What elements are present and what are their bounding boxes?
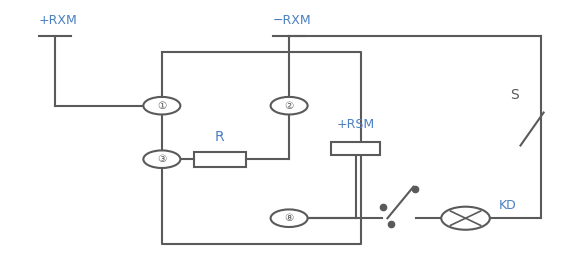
Circle shape <box>270 97 308 115</box>
Text: ①: ① <box>157 101 166 111</box>
Text: ③: ③ <box>157 154 166 164</box>
Circle shape <box>143 150 180 168</box>
Bar <box>194 152 246 167</box>
Text: −RXM: −RXM <box>273 15 311 27</box>
Text: KD: KD <box>499 199 516 212</box>
Circle shape <box>442 207 490 230</box>
Text: R: R <box>215 130 224 144</box>
Text: +RSM: +RSM <box>336 118 375 131</box>
Text: +RXM: +RXM <box>39 15 77 27</box>
Text: ⑧: ⑧ <box>284 213 294 223</box>
Text: S: S <box>510 88 519 102</box>
Circle shape <box>270 209 308 227</box>
Circle shape <box>143 97 180 115</box>
Bar <box>331 142 380 155</box>
Text: ②: ② <box>284 101 294 111</box>
